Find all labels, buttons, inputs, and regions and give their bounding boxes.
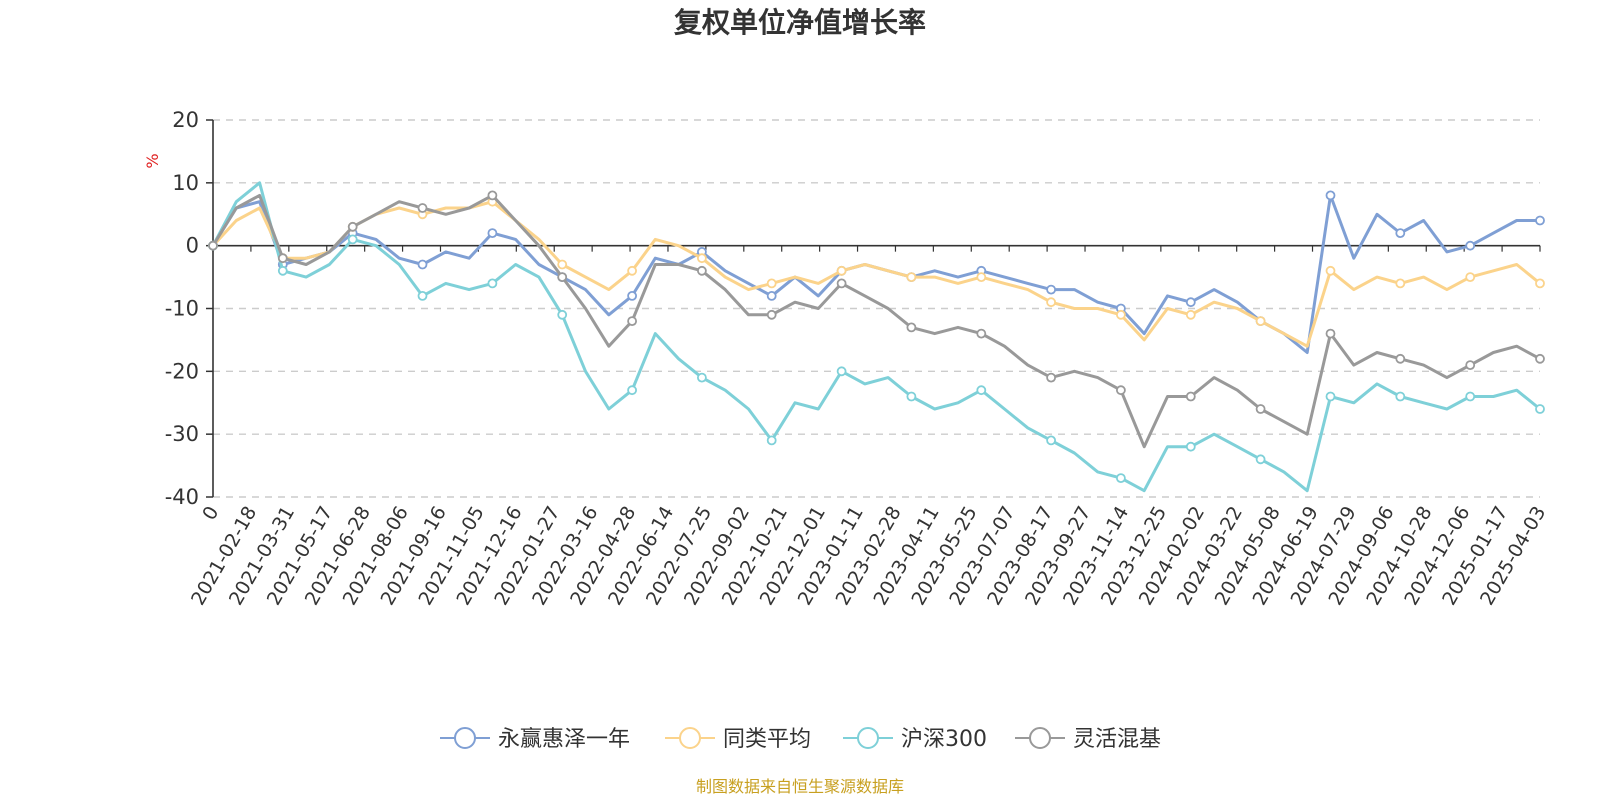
series-3-point xyxy=(1535,404,1545,414)
series-3-point xyxy=(906,391,917,402)
series-4-point xyxy=(277,253,288,264)
series-2-point xyxy=(1255,316,1266,327)
series-lines xyxy=(208,181,1545,493)
y-tick-label: -40 xyxy=(165,485,199,509)
series-3-point xyxy=(1046,435,1056,446)
series-4-point xyxy=(627,316,637,327)
grid-lines xyxy=(213,119,1540,498)
series-2-point xyxy=(1046,297,1056,308)
legend-item-2[interactable]: 同类平均 xyxy=(665,727,811,752)
legend-circle-icon xyxy=(857,727,879,749)
legend-item-3[interactable]: 沪深300 xyxy=(843,727,987,752)
series-3-point xyxy=(1465,391,1476,402)
series-2-point xyxy=(1465,272,1476,283)
y-tick-labels: 20 10 0 -10 -20 -30 -40 xyxy=(165,108,199,509)
series-1-point xyxy=(1395,228,1406,239)
series-3-point xyxy=(1116,473,1126,484)
series-3-point xyxy=(836,366,847,377)
series-1-point xyxy=(1465,240,1476,251)
series-1-point xyxy=(1535,215,1545,226)
series-4-point xyxy=(976,328,987,339)
data-source-note: 制图数据来自恒生聚源数据库 xyxy=(696,777,904,796)
legend-item-1[interactable]: 永赢惠泽一年 xyxy=(440,727,630,752)
series-3-point xyxy=(976,385,987,396)
series-1-point xyxy=(627,290,637,301)
legend[interactable]: 永赢惠泽一年 同类平均 沪深300 灵活混基 xyxy=(440,727,1161,752)
series-3-point xyxy=(1185,441,1196,452)
legend-label: 永赢惠泽一年 xyxy=(498,727,630,752)
y-tick-label: 20 xyxy=(172,108,199,132)
series-3-point xyxy=(277,265,288,276)
legend-circle-icon xyxy=(679,727,701,749)
series-3-point xyxy=(766,435,777,446)
series-1-point xyxy=(417,259,428,270)
series-2-point xyxy=(557,259,568,270)
series-4-point xyxy=(1046,372,1056,383)
series-1-point xyxy=(766,290,777,301)
series-2-point xyxy=(1535,278,1545,289)
series-2-point xyxy=(1116,309,1126,320)
y-tick-label: -10 xyxy=(165,297,199,321)
x-tick-labels: 02021-02-182021-03-312021-05-172021-06-2… xyxy=(187,502,1550,609)
series-4-point xyxy=(1465,360,1476,371)
legend-label: 沪深300 xyxy=(901,727,987,752)
series-3-point xyxy=(557,309,568,320)
x-tick-label: 0 xyxy=(198,503,223,524)
series-2-point xyxy=(766,278,777,289)
legend-item-4[interactable]: 灵活混基 xyxy=(1015,727,1161,752)
legend-circle-icon xyxy=(454,727,476,749)
series-3-point xyxy=(627,385,637,396)
series-4-point xyxy=(906,322,917,333)
series-4-point xyxy=(836,278,847,289)
series-1-point xyxy=(1185,297,1196,308)
legend-label: 同类平均 xyxy=(723,727,811,752)
series-2-point xyxy=(1185,309,1196,320)
y-tick-label: -20 xyxy=(165,359,199,383)
series-4-point xyxy=(347,221,358,232)
series-3-point xyxy=(417,290,428,301)
series-4-point xyxy=(766,309,777,320)
series-2-point xyxy=(1325,265,1336,276)
series-2-point xyxy=(836,265,847,276)
series-4-point xyxy=(1255,404,1266,414)
series-1-point xyxy=(487,228,498,239)
y-tick-label: 0 xyxy=(186,234,199,258)
series-3-point xyxy=(487,278,498,289)
series-line-3 xyxy=(211,181,1541,493)
series-1-point xyxy=(1325,190,1336,201)
y-tick-label: 10 xyxy=(172,171,199,195)
series-4-point xyxy=(697,265,707,276)
series-4-point xyxy=(487,190,498,201)
series-1-point xyxy=(1046,284,1056,295)
series-4-point xyxy=(557,272,568,283)
legend-label: 灵活混基 xyxy=(1073,727,1161,752)
series-2-point xyxy=(906,272,917,283)
series-3-point xyxy=(1255,454,1266,465)
series-3-point xyxy=(1395,391,1406,402)
series-3-point xyxy=(1325,391,1336,402)
series-2-point xyxy=(627,265,637,276)
series-4-point xyxy=(1325,328,1336,339)
series-4-point xyxy=(417,203,428,213)
series-2-point xyxy=(976,272,987,283)
axes xyxy=(206,119,1541,498)
chart-title: 复权单位净值增长率 xyxy=(674,6,926,39)
series-4-point xyxy=(1116,385,1126,396)
series-2-point xyxy=(697,253,707,264)
legend-circle-icon xyxy=(1029,727,1051,749)
y-axis-unit: % xyxy=(143,153,162,168)
series-2-point xyxy=(1395,278,1406,289)
series-4-point xyxy=(1535,353,1545,364)
series-line-4 xyxy=(211,193,1541,449)
series-line-1 xyxy=(211,193,1540,354)
series-3-point xyxy=(697,372,707,383)
y-tick-label: -30 xyxy=(165,422,199,446)
series-3-point xyxy=(347,234,358,245)
series-4-point xyxy=(1395,353,1406,364)
series-4-point xyxy=(1185,391,1196,402)
series-4-point xyxy=(208,240,218,251)
